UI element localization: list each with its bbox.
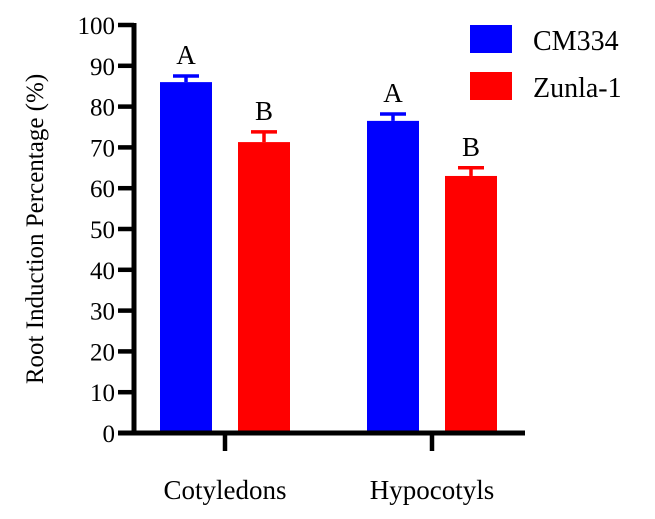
x-axis-categories: Cotyledons Hypocotyls [163, 433, 494, 505]
y-tick-label: 10 [90, 380, 115, 407]
significance-letter: B [462, 132, 480, 162]
y-tick-label: 20 [90, 339, 115, 366]
x-category-label: Hypocotyls [370, 475, 495, 505]
y-axis-ticks: 0 10 20 30 40 50 60 70 80 90 100 [78, 13, 134, 448]
y-tick-label: 30 [90, 299, 115, 326]
y-tick-label: 90 [90, 54, 115, 81]
significance-letter: A [176, 40, 196, 70]
bar-zunla-1-cotyledons [238, 142, 290, 433]
y-tick-label: 0 [103, 421, 116, 448]
bar-cm334-cotyledons [160, 82, 212, 434]
y-tick-label: 80 [90, 95, 115, 122]
legend-swatch-cm334 [470, 25, 512, 53]
y-tick-label: 70 [90, 135, 115, 162]
axes [118, 23, 525, 436]
y-tick-label: 100 [78, 13, 116, 40]
significance-letter: B [255, 96, 273, 126]
legend-swatch-zunla-1 [470, 72, 512, 100]
bars: A B A B [160, 40, 497, 434]
bar-cm334-hypocotyls [367, 120, 419, 433]
significance-letter: A [383, 78, 403, 108]
x-category-label: Cotyledons [163, 475, 286, 505]
legend: CM334 Zunla-1 [470, 25, 622, 104]
y-tick-label: 40 [90, 258, 115, 285]
bar-zunla-1-hypocotyls [445, 175, 497, 433]
legend-label: Zunla-1 [533, 73, 622, 104]
y-tick-label: 60 [90, 176, 115, 203]
y-axis-title: Root Induction Percentage (%) [22, 74, 49, 384]
y-tick-label: 50 [90, 217, 115, 244]
legend-label: CM334 [533, 26, 619, 57]
